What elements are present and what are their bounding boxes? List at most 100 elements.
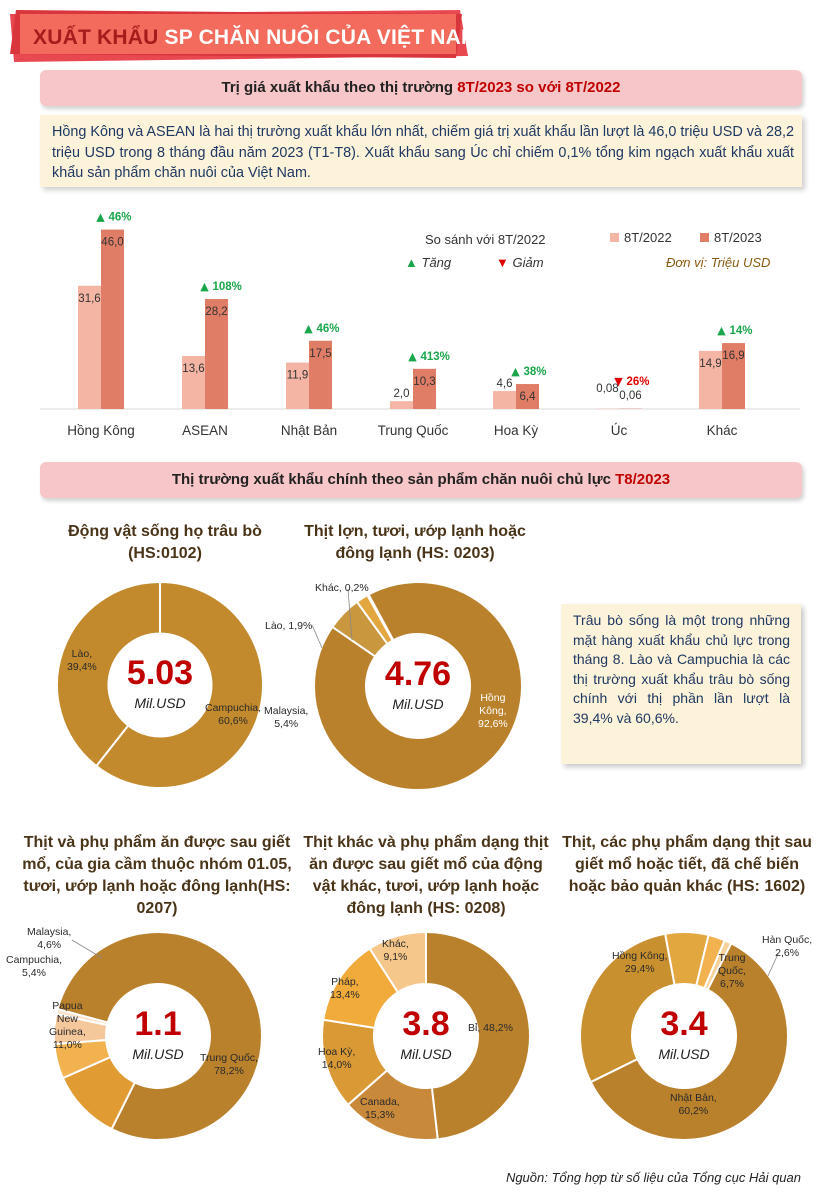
change-percent: 26% bbox=[627, 376, 650, 388]
slice-label: Hồng Kông, 29,4% bbox=[612, 950, 668, 975]
category-label: Khác bbox=[707, 423, 738, 438]
header-banner bbox=[10, 10, 468, 62]
change-percent: 413% bbox=[421, 351, 450, 363]
bar-value-label: 10,3 bbox=[413, 376, 435, 388]
bar-2022-2 bbox=[286, 362, 309, 409]
center-value: 3.8 bbox=[402, 1005, 450, 1043]
slice-label: Lào, 39,4% bbox=[67, 648, 97, 673]
donut-title-1602: Thịt, các phụ phẩm dạng thịt sau giết mổ… bbox=[562, 834, 812, 895]
bar-value-label: 28,2 bbox=[205, 306, 227, 318]
bar-value-label: 11,9 bbox=[287, 370, 309, 382]
slice-label: Lào, 1,9% bbox=[265, 620, 313, 632]
donut-slice bbox=[589, 941, 789, 1141]
bar-value-label: 17,5 bbox=[309, 348, 331, 360]
slice-label: Campuchia, 60,6% bbox=[205, 702, 262, 727]
down-arrow-icon: ▼ bbox=[614, 375, 623, 388]
donut-chart-0203: 4.76 Mil.USD Hồng Kông, 92,6% Malaysia, 5,4% Là… bbox=[264, 580, 524, 792]
category-label: Hồng Kông bbox=[67, 423, 135, 438]
bar-value-label: 14,9 bbox=[699, 358, 721, 370]
up-arrow-icon: ▲ bbox=[96, 211, 105, 224]
center-unit: Mil.USD bbox=[132, 1046, 184, 1062]
up-arrow-icon: ▲ bbox=[511, 365, 520, 378]
bar-value-label: 13,6 bbox=[182, 363, 204, 375]
bar-2023-4 bbox=[516, 384, 539, 409]
change-label-5: ▼ 26% bbox=[614, 375, 649, 388]
slice-label: Malaysia, 5,4% bbox=[264, 705, 309, 730]
leader-line bbox=[767, 953, 779, 977]
leader-line bbox=[347, 588, 353, 641]
change-label-0: ▲ 46% bbox=[96, 211, 131, 224]
category-label: Hoa Kỳ bbox=[494, 423, 539, 438]
bar-value-label: 4,6 bbox=[497, 378, 513, 390]
center-value: 3.4 bbox=[660, 1005, 708, 1043]
up-arrow-icon: ▲ bbox=[200, 280, 209, 293]
slice-label: Nhật Bản, 60,2% bbox=[670, 1092, 717, 1117]
change-percent: 46% bbox=[109, 212, 132, 224]
bar-value-label: 31,6 bbox=[78, 293, 100, 305]
legend-up: ▲ Tăng bbox=[405, 255, 452, 270]
slice-label: Campuchia, 5,4% bbox=[6, 954, 63, 979]
donut-title-0207: Thịt và phụ phẩm ăn được sau giết mổ, củ… bbox=[22, 834, 292, 917]
slice-label: Khác, 0,2% bbox=[315, 582, 369, 594]
center-value: 5.03 bbox=[126, 654, 194, 692]
category-label: Nhật Bản bbox=[281, 423, 337, 438]
bar-2023-6 bbox=[722, 343, 745, 409]
bar-chart: 31,6 46,0 ▲ 46% Hồng Kông 13,6 28,2 ▲ 108% ASEAN 1… bbox=[40, 211, 800, 438]
up-arrow-icon: ▲ bbox=[408, 350, 417, 363]
category-label: ASEAN bbox=[182, 423, 228, 438]
unit-label: Đơn vị: Triệu USD bbox=[666, 255, 771, 270]
slice-label: Bỉ, 48,2% bbox=[468, 1022, 513, 1034]
change-label-6: ▲ 14% bbox=[717, 324, 752, 337]
change-label-1: ▲ 108% bbox=[200, 280, 242, 293]
donut-slice bbox=[579, 932, 676, 1084]
bar-2022-0 bbox=[78, 285, 101, 409]
change-percent: 14% bbox=[730, 325, 753, 337]
donut-title-0208: Thịt khác và phụ phẩm dạng thịt ăn được … bbox=[303, 834, 549, 917]
info-box-summary: Hồng Kông và ASEAN là hai thị trường xuấ… bbox=[40, 115, 802, 187]
summary-text: Hồng Kông và ASEAN là hai thị trường xuấ… bbox=[52, 124, 794, 181]
slice-label: Hồng Kông, 92,6% bbox=[478, 692, 508, 730]
donut-slice bbox=[55, 1007, 109, 1027]
donut-title-0102: Động vật sống họ trâu bò (HS:0102) bbox=[68, 523, 262, 562]
center-unit: Mil.USD bbox=[658, 1046, 710, 1062]
bar-value-label: 0,08 bbox=[596, 383, 618, 395]
center-unit: Mil.USD bbox=[400, 1046, 452, 1062]
cattle-text: Trâu bò sống là một trong những mặt hàng… bbox=[573, 612, 790, 726]
info-box-cattle: Trâu bò sống là một trong những mặt hàng… bbox=[561, 604, 801, 764]
change-label-4: ▲ 38% bbox=[511, 365, 546, 378]
slice-label: Canada, 15,3% bbox=[360, 1096, 400, 1121]
bar-value-label: 2,0 bbox=[394, 388, 410, 400]
slice-label: Pháp, 13,4% bbox=[330, 976, 360, 1001]
donut-slice bbox=[425, 930, 531, 1141]
category-label: Úc bbox=[611, 423, 628, 438]
donut-slice bbox=[56, 580, 161, 768]
page-title: XUẤT KHẨU SP CHĂN NUÔI CỦA VIỆT NAM bbox=[33, 26, 479, 49]
legend-down: ▼ Giảm bbox=[496, 255, 544, 270]
slice-label: Trung Quốc, 6,7% bbox=[718, 952, 747, 990]
bar-2023-1 bbox=[205, 299, 228, 409]
center-value: 4.76 bbox=[384, 655, 452, 693]
category-label: Trung Quốc bbox=[378, 423, 449, 438]
center-value: 1.1 bbox=[134, 1005, 182, 1043]
bar-2022-6 bbox=[699, 350, 722, 409]
slice-label: Papua New Guinea, 11,0% bbox=[49, 1000, 86, 1051]
slice-label: Hàn Quốc, 2,6% bbox=[762, 934, 813, 959]
bar-2022-4 bbox=[493, 391, 516, 409]
donut-slice bbox=[313, 581, 523, 791]
donut-chart-1602: 3.4 Mil.USD Nhật Bản, 60,2% Hồng Kông, 29,4% T… bbox=[578, 930, 812, 1142]
change-label-2: ▲ 46% bbox=[304, 322, 339, 335]
donut-chart-0102: 5.03 Mil.USD Campuchia, 60,6% Lào, 39,4% bbox=[55, 580, 265, 790]
donut-title-0203: Thịt lợn, tươi, ướp lạnh hoặc đông lạnh … bbox=[304, 523, 526, 562]
bar-value-label: 16,9 bbox=[722, 350, 744, 362]
donut-slice bbox=[366, 593, 395, 642]
legend-2023: 8T/2023 bbox=[700, 230, 762, 245]
up-arrow-icon: ▲ bbox=[717, 324, 726, 337]
slice-label: Khác, 9,1% bbox=[382, 938, 409, 963]
bar-2023-0 bbox=[101, 229, 124, 409]
center-unit: Mil.USD bbox=[392, 696, 444, 712]
legend-compare: So sánh với 8T/2022 bbox=[425, 232, 546, 247]
slice-label: Hoa Kỳ, 14,0% bbox=[318, 1046, 356, 1071]
bar-value-label: 0,06 bbox=[619, 390, 641, 402]
section-title-products: Thị trường xuất khẩu chính theo sản phẩm… bbox=[40, 462, 802, 498]
bar-2023-2 bbox=[309, 340, 332, 409]
